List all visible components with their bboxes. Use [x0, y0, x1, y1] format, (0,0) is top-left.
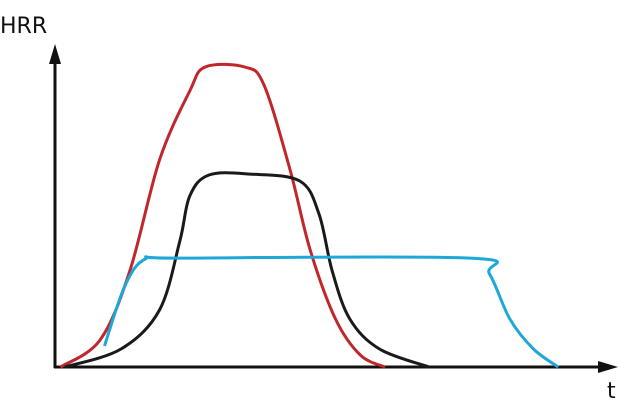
x-axis-label: t [607, 379, 616, 404]
x-axis-arrow [598, 361, 618, 373]
y-axis-arrow [49, 44, 61, 64]
curve [64, 171, 430, 369]
curve [59, 62, 386, 369]
y-axis-label: HRR [0, 14, 47, 39]
curve [103, 255, 560, 369]
